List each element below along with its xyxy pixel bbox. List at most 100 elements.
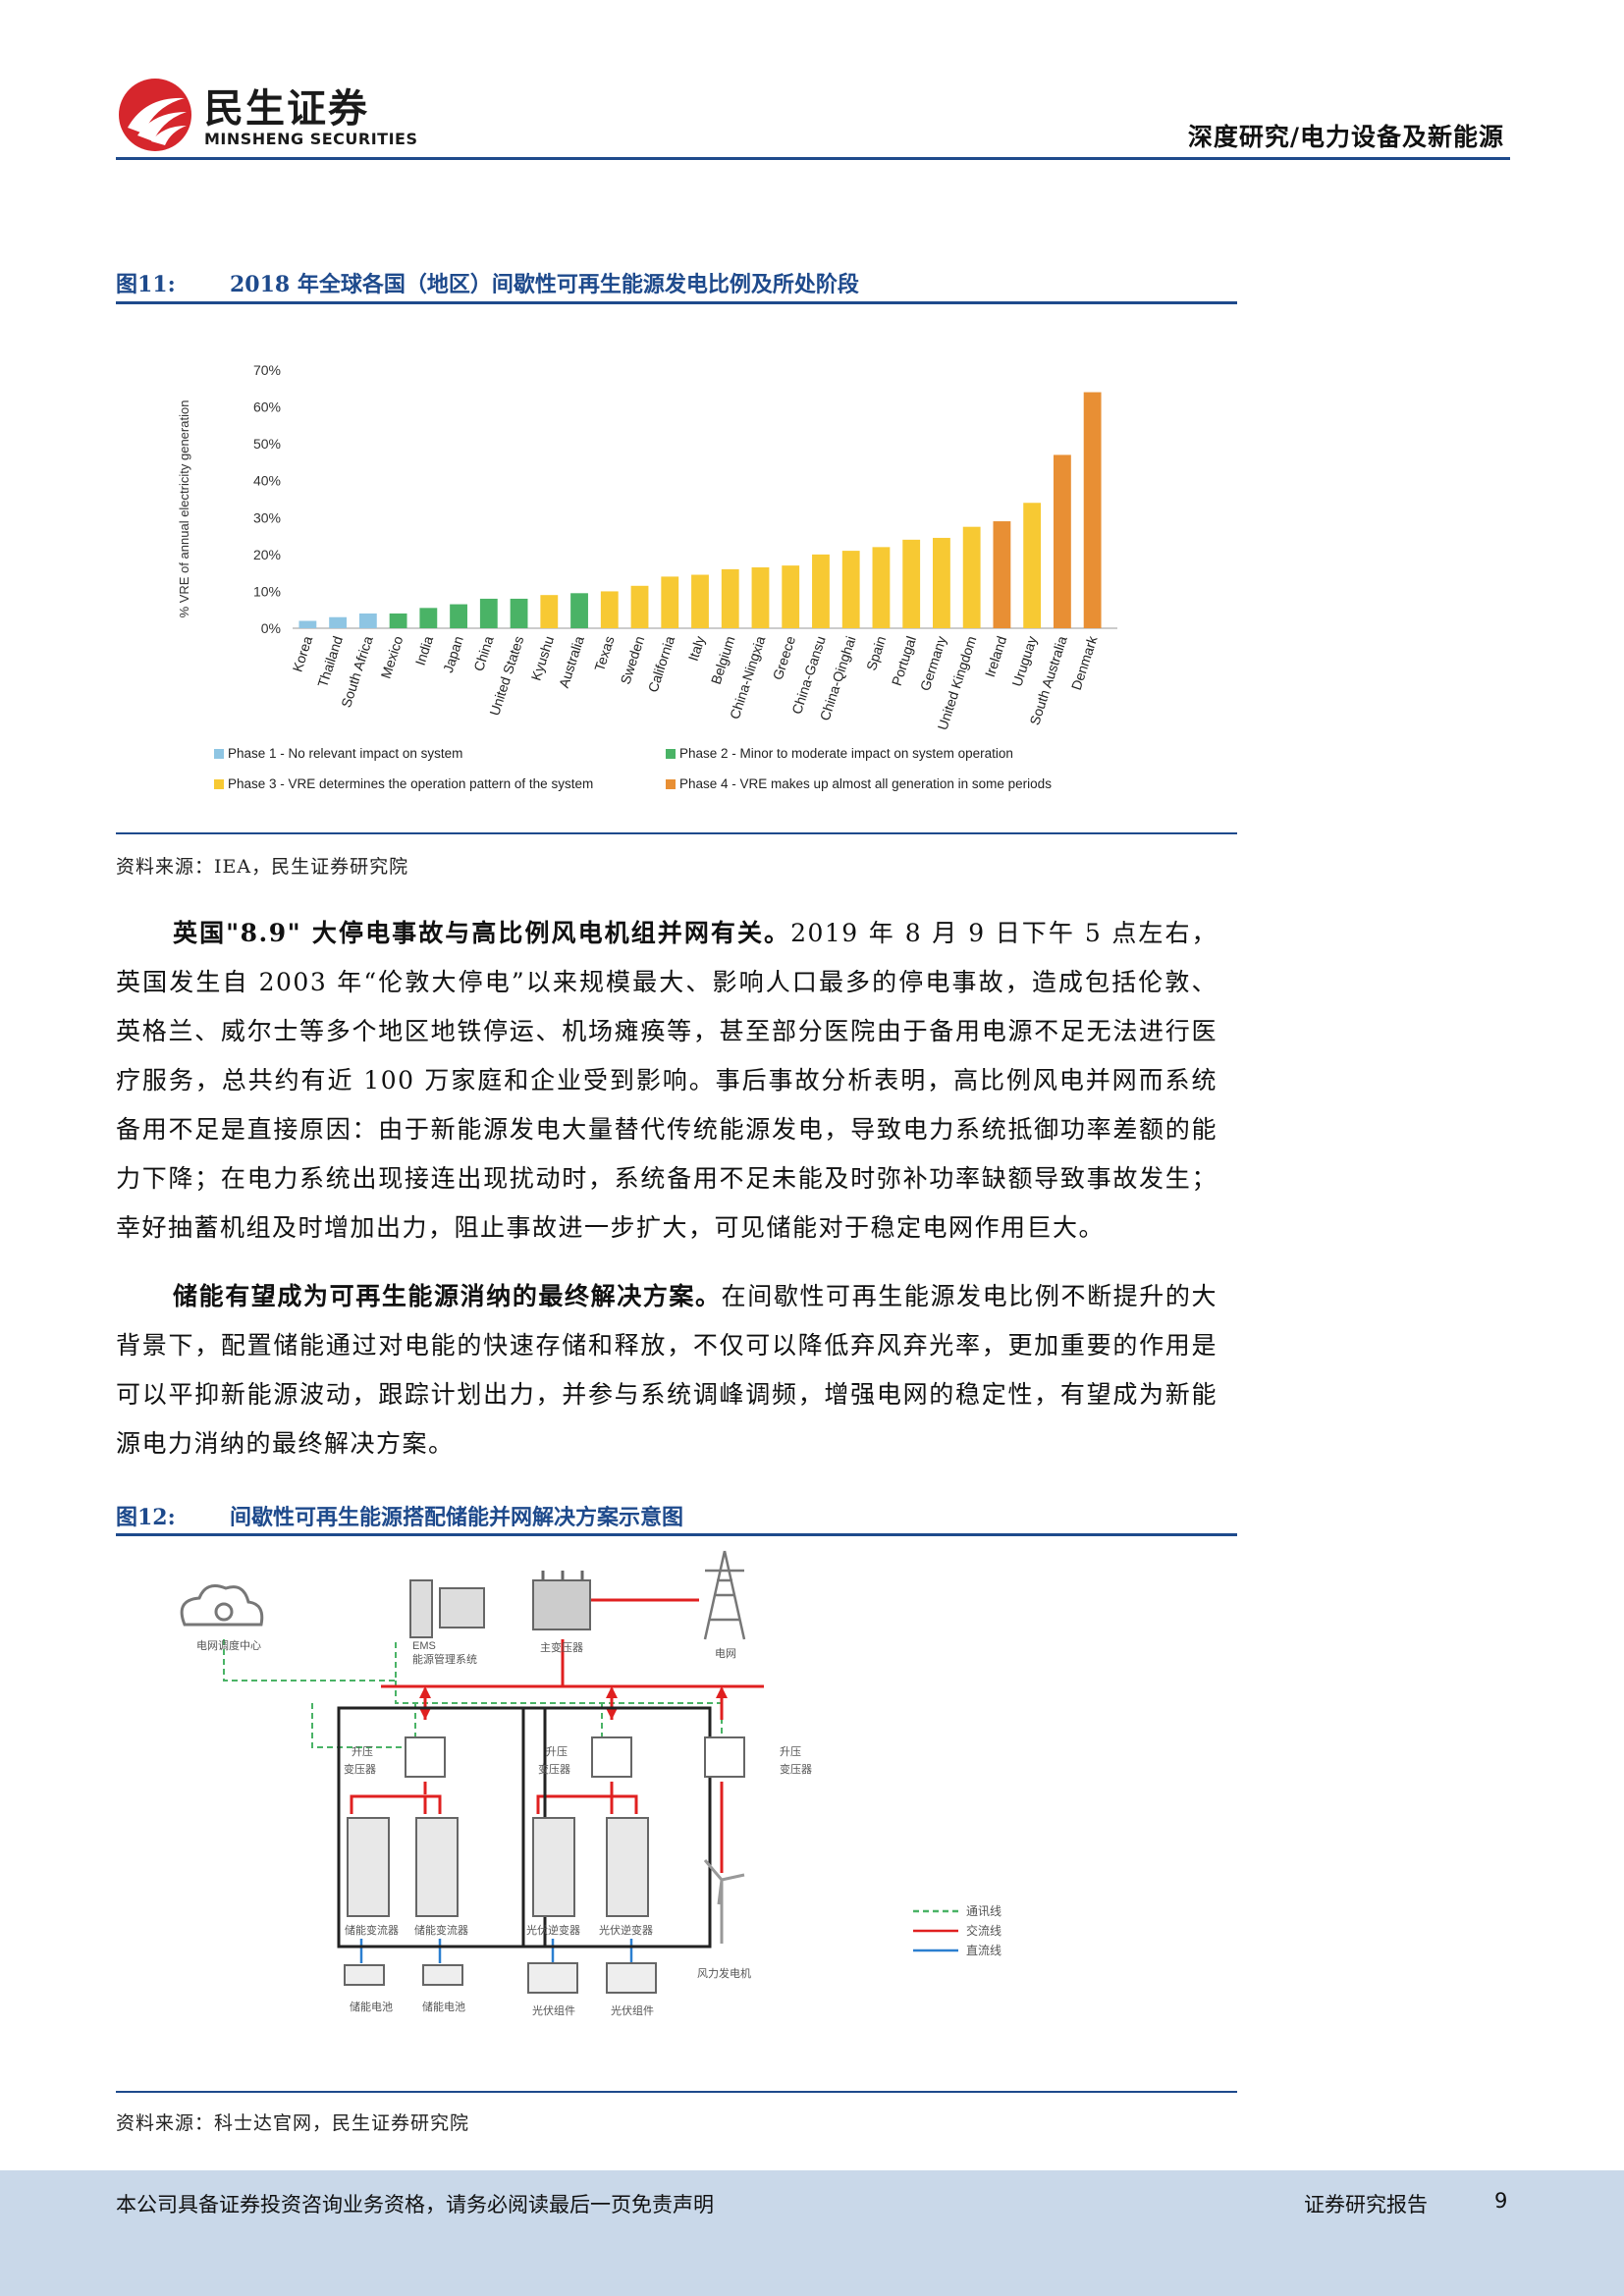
y-tick-label: 10% xyxy=(253,583,281,599)
paragraph-uk-blackout: 英国"8.9" 大停电事故与高比例风电机组并网有关。2019 年 8 月 9 日… xyxy=(116,909,1218,1253)
x-tick-label: Australia xyxy=(556,634,587,690)
label-pv-module-2: 光伏组件 xyxy=(611,2003,654,2017)
paragraph-storage-solution: 储能有望成为可再生能源消纳的最终解决方案。在间歇性可再生能源发电比例不断提升的大… xyxy=(116,1272,1218,1468)
figure12-source: 资料来源：科士达官网，民生证券研究院 xyxy=(116,2112,470,2134)
x-tick-label: Belgium xyxy=(708,634,738,686)
x-tick-label: India xyxy=(412,634,437,667)
bar-mexico xyxy=(389,613,407,628)
cloud-dispatch-icon xyxy=(180,1584,264,1627)
bar-australia xyxy=(570,593,588,628)
footer-disclaimer: 本公司具备证券投资咨询业务资格，请务必阅读最后一页免责声明 xyxy=(116,2193,714,2216)
paragraph-storage-body: 在间歇性可再生能源发电比例不断提升的大背景下，配置储能通过对电能的快速存储和释放… xyxy=(116,1282,1218,1458)
label-ems-full: 能源管理系统 xyxy=(412,1652,477,1666)
storage-grid-diagram: 电网调度中心 EMS 能源管理系统 主变压器 电网 升压 变压器 升压 变压器 … xyxy=(180,1550,1001,2017)
bar-denmark xyxy=(1083,392,1102,628)
x-tick-label: China xyxy=(470,634,497,673)
legend-label-phase-3: Phase 3 - VRE determines the operation p… xyxy=(228,776,593,791)
bar-portugal xyxy=(902,539,921,628)
label-pv-module-1: 光伏组件 xyxy=(532,2003,575,2017)
y-tick-label: 0% xyxy=(261,620,281,636)
label-transformer-1: 变压器 xyxy=(344,1762,376,1776)
bar-south-africa xyxy=(358,613,377,628)
header-divider xyxy=(116,157,1510,160)
label-main-transformer: 主变压器 xyxy=(540,1640,583,1654)
x-tick-label: Spain xyxy=(863,634,889,672)
legend-label-phase-4: Phase 4 - VRE makes up almost all genera… xyxy=(679,776,1052,791)
label-battery-1: 储能电池 xyxy=(350,2000,393,2013)
label-ems: EMS xyxy=(412,1640,436,1652)
main-transformer-icon xyxy=(532,1571,591,1630)
power-tower-icon xyxy=(703,1550,746,1640)
label-pv-inverter-2: 光伏逆变器 xyxy=(599,1923,653,1937)
y-tick-label: 20% xyxy=(253,547,281,562)
x-tick-label: California xyxy=(645,634,678,694)
legend-swatch-phase-1 xyxy=(214,749,224,759)
section-title: 深度研究/电力设备及新能源 xyxy=(1187,123,1504,151)
legend-label-phase-1: Phase 1 - No relevant impact on system xyxy=(228,746,462,761)
bar-china-qinghai xyxy=(841,551,860,628)
legend-swatch-phase-4 xyxy=(666,779,676,789)
footer-page-number: 9 xyxy=(1494,2189,1508,2213)
label-stepup-3: 升压 xyxy=(780,1745,801,1758)
bar-united-states xyxy=(510,598,528,628)
diagram-legend: 通讯线 交流线 直流线 xyxy=(913,1904,1001,1957)
bar-italy xyxy=(691,574,709,628)
bar-belgium xyxy=(721,568,739,628)
legend-dc: 直流线 xyxy=(966,1944,1001,1957)
x-tick-label: Portugal xyxy=(889,634,919,688)
x-tick-label: South Africa xyxy=(338,634,376,710)
bar-thailand xyxy=(329,616,348,628)
footer-bar xyxy=(0,2170,1624,2296)
figure12-title: 间歇性可再生能源搭配储能并网解决方案示意图 xyxy=(230,1505,684,1530)
bar-spain xyxy=(872,547,891,628)
figure11-top-rule xyxy=(116,301,1237,304)
label-wind: 风力发电机 xyxy=(697,1966,751,1980)
paragraph-uk-blackout-lead: 英国"8.9" 大停电事故与高比例风电机组并网有关。 xyxy=(173,919,791,947)
legend-ac: 交流线 xyxy=(966,1923,1001,1938)
bar-kyushu xyxy=(540,595,559,628)
bar-greece xyxy=(782,565,800,628)
brand-logo-icon xyxy=(119,79,191,151)
x-tick-label: Uruguay xyxy=(1008,634,1040,688)
label-pcs-2: 储能变流器 xyxy=(414,1923,468,1937)
x-tick-label: Italy xyxy=(685,634,708,663)
label-stepup-2: 升压 xyxy=(546,1745,568,1758)
x-tick-label: Korea xyxy=(289,634,315,674)
x-tick-label: Ireland xyxy=(982,634,1009,679)
bar-ireland xyxy=(993,521,1011,628)
figure12-bottom-rule xyxy=(116,2091,1237,2093)
label-grid-dispatch: 电网调度中心 xyxy=(196,1638,261,1652)
x-tick-label: Germany xyxy=(917,634,949,693)
label-transformer-2: 变压器 xyxy=(538,1762,570,1776)
label-stepup-1: 升压 xyxy=(352,1745,373,1758)
bar-japan xyxy=(450,604,467,628)
y-axis-label: % VRE of annual electricity generation xyxy=(177,400,191,618)
figure11-label: 图11: xyxy=(116,272,176,297)
bar-india xyxy=(419,608,438,628)
x-tick-label: Thailand xyxy=(314,634,346,689)
legend-label-phase-2: Phase 2 - Minor to moderate impact on sy… xyxy=(679,746,1013,761)
figure11-bottom-rule xyxy=(116,832,1237,834)
legend-comm: 通讯线 xyxy=(966,1904,1001,1918)
x-tick-label: Sweden xyxy=(618,634,648,686)
figure11-title: 2018 年全球各国（地区）间歇性可再生能源发电比例及所处阶段 xyxy=(230,272,859,297)
label-grid: 电网 xyxy=(715,1647,736,1660)
x-tick-label: Denmark xyxy=(1068,633,1101,692)
y-tick-label: 60% xyxy=(253,400,281,415)
y-tick-label: 70% xyxy=(253,362,281,378)
brand-name-en: MINSHENG SECURITIES xyxy=(204,130,418,148)
bar-uruguay xyxy=(1023,503,1042,628)
wind-turbine-icon xyxy=(703,1859,745,1944)
y-tick-label: 50% xyxy=(253,436,281,452)
figure12-top-rule xyxy=(116,1533,1237,1536)
label-pcs-1: 储能变流器 xyxy=(345,1923,399,1937)
bar-china xyxy=(479,598,498,628)
vre-bar-chart: % VRE of annual electricity generation 0… xyxy=(177,362,1117,791)
figure11-source: 资料来源：IEA，民生证券研究院 xyxy=(116,856,409,878)
label-pv-inverter-1: 光伏逆变器 xyxy=(526,1923,580,1937)
footer-report-type: 证券研究报告 xyxy=(1304,2193,1428,2216)
bar-united-kingdom xyxy=(962,526,981,628)
bar-sweden xyxy=(630,585,649,628)
label-transformer-3: 变压器 xyxy=(780,1762,812,1776)
legend-swatch-phase-3 xyxy=(214,779,224,789)
